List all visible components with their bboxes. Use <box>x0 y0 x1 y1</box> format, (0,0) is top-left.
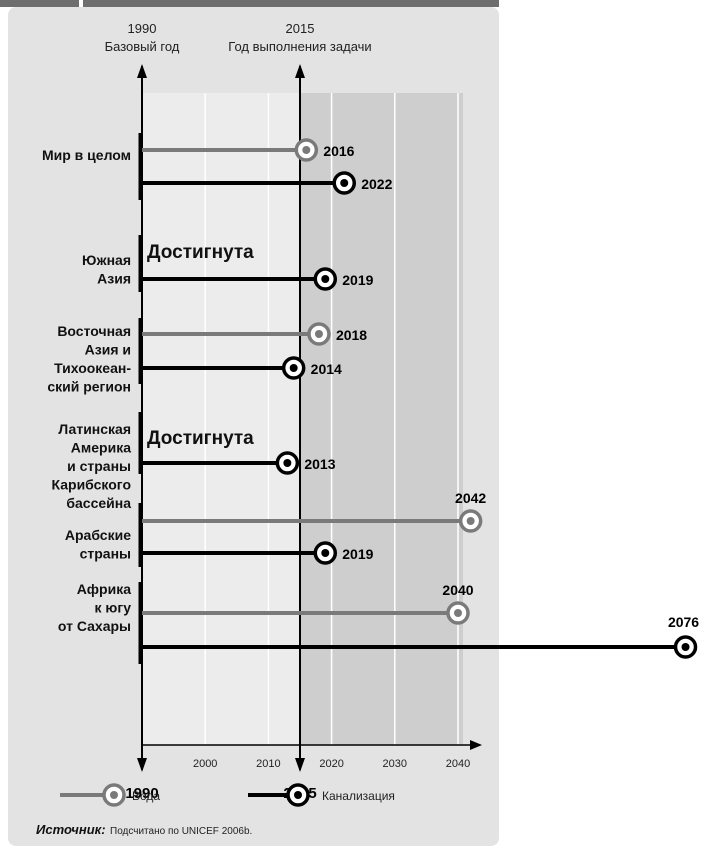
baseline-caption: Базовый год <box>105 39 180 54</box>
water-marker-5-dot <box>454 609 462 617</box>
water-label-0: 2016 <box>323 143 354 159</box>
source-text: Подсчитано по UNICEF 2006b. <box>110 826 252 837</box>
sanitation-label-5: 2076 <box>668 614 699 630</box>
water-label-4: 2042 <box>455 490 486 506</box>
sanitation-marker-2-dot <box>289 364 298 372</box>
plot-area-after-target <box>300 93 463 745</box>
region-label-1-line-1: Азия <box>97 271 131 287</box>
region-label-3-line-4: бассейна <box>66 495 131 511</box>
sanitation-marker-3-dot <box>283 459 292 467</box>
sanitation-label-3: 2013 <box>304 456 335 472</box>
sanitation-marker-4-dot <box>321 549 330 557</box>
header-bar-left <box>0 0 79 7</box>
sanitation-label-2: 2014 <box>311 361 342 377</box>
region-label-3-line-1: Америка <box>71 440 131 456</box>
axis-1990-arrow-up <box>137 64 147 78</box>
tick-label-2040: 2040 <box>446 758 470 770</box>
axis-2015-arrow-up <box>295 64 305 78</box>
region-label-5-line-1: к югу <box>95 600 132 616</box>
baseline-year-label: 1990 <box>128 21 157 36</box>
region-label-4-line-1: страны <box>80 546 131 562</box>
region-label-5-line-2: от Сахары <box>58 618 131 634</box>
water-label-5: 2040 <box>442 582 473 598</box>
water-marker-0-dot <box>302 146 311 154</box>
tick-label-2020: 2020 <box>319 758 343 770</box>
time-axis-arrow <box>470 740 482 750</box>
legend-water-marker-dot <box>110 791 118 799</box>
region-label-0-line-0: Мир в целом <box>42 147 131 163</box>
region-label-1-line-0: Южная <box>82 252 131 268</box>
source-label: Источник: <box>36 822 106 837</box>
target-caption: Год выполнения задачи <box>228 39 371 54</box>
water-label-2: 2018 <box>336 327 367 343</box>
region-label-2-line-1: Азия и <box>85 342 131 358</box>
region-label-3-line-3: Карибского <box>52 477 131 493</box>
legend-water-label: Вода <box>132 789 160 803</box>
region-label-2-line-3: ский регион <box>47 379 131 395</box>
tick-label-2030: 2030 <box>383 758 407 770</box>
tick-label-2010: 2010 <box>256 758 280 770</box>
plot-area-before-target <box>142 93 300 745</box>
region-label-3-line-2: и страны <box>67 458 131 474</box>
region-label-5-line-0: Африка <box>77 581 132 597</box>
region-label-2-line-2: Тихоокеан- <box>54 360 131 376</box>
sanitation-marker-5-dot <box>681 643 690 651</box>
target-year-label: 2015 <box>286 21 315 36</box>
region-label-2-line-0: Восточная <box>57 323 131 339</box>
legend-sanitation-label: Канализация <box>322 789 395 803</box>
header-bar-right <box>83 0 499 7</box>
region-label-3-line-0: Латинская <box>58 421 131 437</box>
sanitation-label-0: 2022 <box>361 176 392 192</box>
axis-1990-arrow-down <box>137 758 147 772</box>
region-note-1: Достигнута <box>147 242 254 263</box>
legend-sanitation-marker-dot <box>294 791 302 799</box>
sanitation-label-4: 2019 <box>342 546 373 562</box>
water-marker-2-dot <box>314 330 323 338</box>
sanitation-marker-1-dot <box>321 275 330 283</box>
region-note-3: Достигнута <box>147 428 254 449</box>
tick-label-2000: 2000 <box>193 758 217 770</box>
axis-2015-arrow-down <box>295 758 305 772</box>
sanitation-label-1: 2019 <box>342 272 373 288</box>
sanitation-marker-0-dot <box>340 179 349 187</box>
region-label-4-line-0: Арабские <box>65 527 131 543</box>
water-marker-4-dot <box>466 517 475 525</box>
axis-bottom-label-1990: 1990 <box>125 785 158 802</box>
